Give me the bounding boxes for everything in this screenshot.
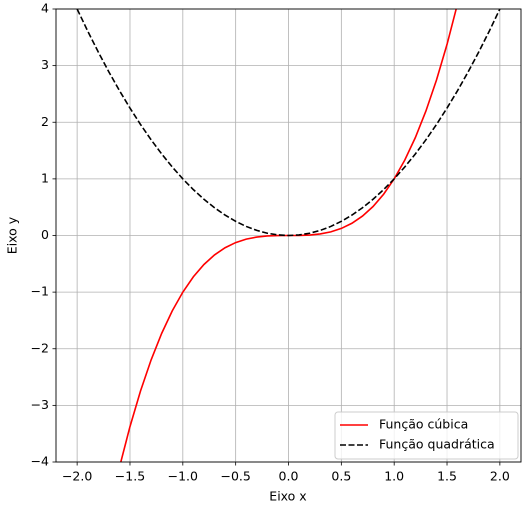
x-axis-label: Eixo x	[269, 489, 306, 504]
x-tick-label: 0.0	[279, 469, 299, 484]
x-tick-label: 0.5	[331, 469, 351, 484]
y-tick-label: 2	[41, 114, 49, 129]
x-tick-label: −1.5	[115, 469, 145, 484]
y-tick-label: −1	[31, 284, 49, 299]
y-tick-label: 1	[41, 170, 49, 185]
series-line	[76, 9, 501, 237]
y-tick-label: 4	[41, 1, 49, 16]
legend-label: Função cúbica	[379, 417, 468, 432]
x-tick-label: −1.0	[168, 469, 198, 484]
x-tick-label: −0.5	[220, 469, 250, 484]
legend-label: Função quadrática	[379, 437, 495, 452]
y-tick-label: −3	[31, 397, 49, 412]
legend-box	[334, 411, 519, 460]
y-tick-label: 3	[41, 57, 49, 72]
x-tick-label: 1.0	[384, 469, 404, 484]
plot-frame	[55, 8, 522, 463]
y-axis-label: Eixo y	[5, 216, 20, 254]
x-tick-label: 1.5	[437, 469, 457, 484]
plot-area	[76, 9, 501, 462]
x-tick-label: 2.0	[490, 469, 510, 484]
y-tick-label: −2	[31, 340, 49, 355]
y-tick-label: 0	[41, 227, 49, 242]
x-tick-label: −2.0	[62, 469, 92, 484]
y-tick-label: −4	[31, 454, 49, 469]
